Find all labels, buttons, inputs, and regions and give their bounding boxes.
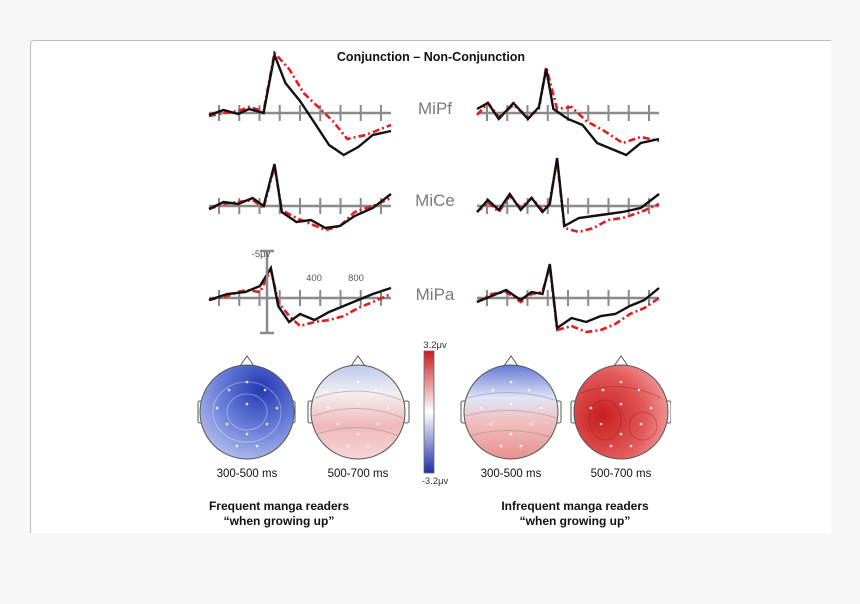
electrode-dot [619, 432, 623, 436]
scale-time-label-400: 400 [306, 273, 322, 284]
figure-title: Conjunction – Non-Conjunction [337, 50, 525, 64]
electrode-dot [619, 380, 623, 384]
electrode-dot [346, 444, 350, 448]
scale-time-label-800: 800 [348, 273, 364, 284]
electrode-dot [255, 444, 259, 448]
electrode-dot [366, 444, 370, 448]
electrode-dot [599, 422, 603, 426]
electrode-dot [509, 380, 513, 384]
electrode-dot [225, 422, 229, 426]
electrode-dot [589, 406, 593, 410]
erp-trace-solid [208, 163, 392, 230]
electrode-dot [519, 444, 523, 448]
window-label-frequent-1: 300-500 ms [217, 468, 278, 480]
electrode-dot [489, 422, 493, 426]
colorbar-max-label: 3.2μv [423, 340, 447, 351]
electrode-dot [326, 406, 330, 410]
electrode-dot [527, 388, 531, 392]
scale-bar [260, 249, 274, 335]
electrode-dot [374, 388, 378, 392]
electrode-dot [356, 380, 360, 384]
erp-trace-solid [476, 263, 660, 331]
electrode-dot [609, 444, 613, 448]
group-label-frequent-line1: Frequent manga readers [209, 499, 349, 513]
erp-trace-dashed [476, 159, 660, 234]
scalp-map-frequent-300-500 [197, 355, 296, 460]
electrode-dot [479, 406, 483, 410]
electrode-dot [619, 402, 623, 406]
group-label-infrequent-line2: “when growing up” [520, 514, 631, 528]
electrode-dot [649, 406, 653, 410]
electrode-dot [639, 422, 643, 426]
colorbar-min-label: -3.2μv [422, 476, 449, 487]
colorbar [423, 350, 435, 474]
electrode-dot [245, 402, 249, 406]
electrode-dot [235, 444, 239, 448]
electrode-dot [245, 432, 249, 436]
erp-trace-solid [208, 50, 392, 157]
erp-panel-5 [477, 290, 659, 306]
electrode-dot [336, 422, 340, 426]
electrode-dot [275, 406, 279, 410]
electrode-dot [509, 402, 513, 406]
electrode-dot [529, 422, 533, 426]
scale-amplitude-label: -5μv [252, 249, 271, 260]
electrode-dot [629, 444, 633, 448]
electrode-dot [509, 432, 513, 436]
erp-figure-svg: Conjunction – Non-Conjunction MiPf MiCe … [197, 50, 672, 528]
scalp-map-frequent-500-700 [307, 355, 410, 460]
electrode-dot [376, 422, 380, 426]
electrode-label-mice: MiCe [415, 191, 455, 210]
erp-trace-dashed [208, 165, 392, 232]
erp-trace-dashed [476, 265, 660, 334]
electrode-dot [499, 444, 503, 448]
electrode-dot [356, 402, 360, 406]
electrode-dot [386, 406, 390, 410]
electrode-dot [637, 388, 641, 392]
electrode-dot [263, 388, 267, 392]
scalp-map-infrequent-300-500 [460, 355, 562, 460]
erp-axes [209, 105, 659, 306]
erp-figure: Conjunction – Non-Conjunction MiPf MiCe … [195, 48, 672, 530]
electrode-dot [245, 380, 249, 384]
erp-trace-dashed [476, 66, 660, 145]
window-label-infrequent-2: 500-700 ms [591, 468, 652, 480]
electrode-dot [338, 388, 342, 392]
erp-traces [208, 50, 660, 334]
scalp-map-infrequent-500-700 [570, 355, 672, 460]
group-label-frequent-line2: “when growing up” [224, 514, 335, 528]
electrode-label-mipf: MiPf [418, 99, 452, 118]
electrode-dot [265, 422, 269, 426]
electrode-dot [227, 388, 231, 392]
electrode-dot [356, 432, 360, 436]
scalp-electrode-dots [215, 380, 653, 448]
electrode-dot [491, 388, 495, 392]
electrode-dot [539, 406, 543, 410]
erp-trace-solid [476, 157, 660, 228]
electrode-label-mipa: MiPa [416, 285, 455, 304]
electrode-dot [601, 388, 605, 392]
erp-trace-solid [476, 68, 660, 157]
group-label-infrequent-line1: Infrequent manga readers [501, 499, 649, 513]
window-label-infrequent-1: 300-500 ms [481, 468, 542, 480]
erp-trace-solid [208, 264, 392, 324]
erp-panel-2 [209, 198, 391, 214]
electrode-dot [215, 406, 219, 410]
erp-trace-dashed [208, 50, 392, 141]
window-label-frequent-2: 500-700 ms [328, 468, 389, 480]
